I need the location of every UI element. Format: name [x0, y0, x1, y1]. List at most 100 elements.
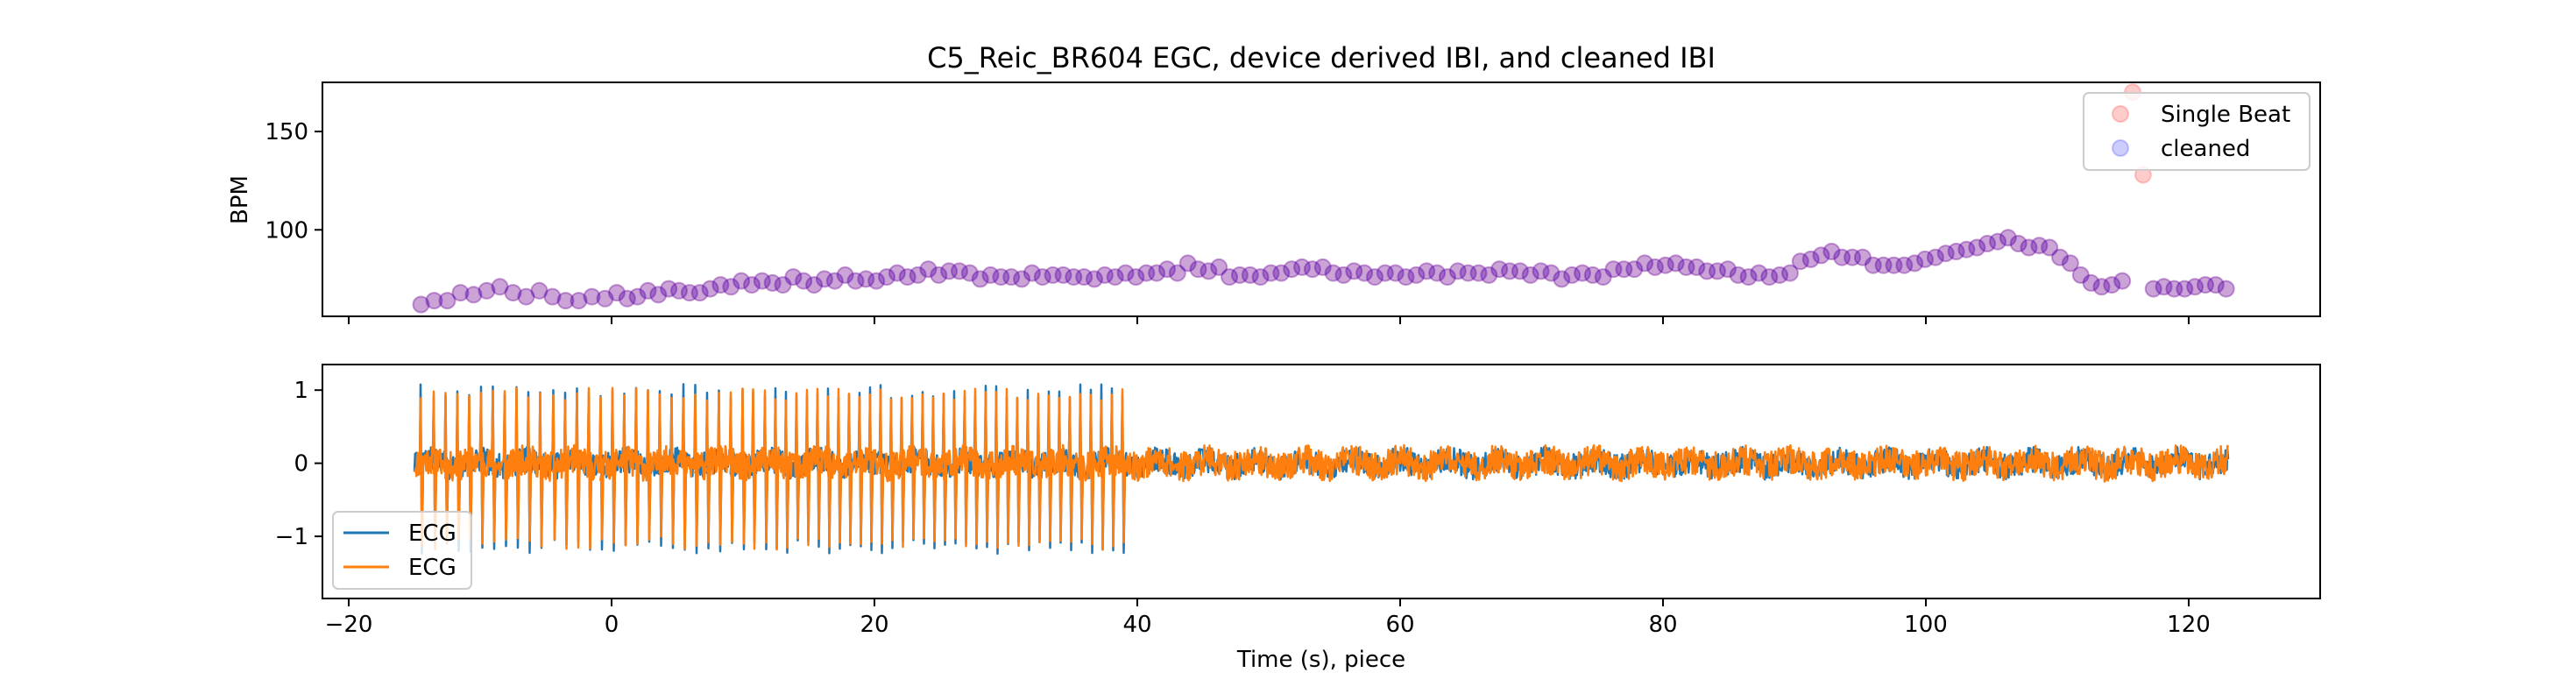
single-beat-point	[1947, 243, 1965, 260]
single-beat-point	[1604, 260, 1623, 279]
cleaned-point	[919, 260, 938, 279]
cleaned-point	[1086, 270, 1103, 288]
single-beat-point	[1667, 254, 1685, 273]
cleaned-point	[2082, 273, 2100, 292]
cleaned-point	[1822, 243, 1841, 260]
single-beat-point	[1750, 264, 1768, 282]
single-beat-point	[680, 284, 698, 302]
cleaned-point	[1636, 254, 1654, 273]
single-beat-point	[1459, 264, 1477, 282]
legend-label-ecg-orange: ECG	[408, 555, 456, 581]
single-beat-point	[660, 280, 678, 298]
cleaned-point	[1801, 250, 1820, 268]
cleaned-point	[1251, 268, 1270, 287]
cleaned-point	[1324, 264, 1342, 282]
cleaned-point	[2217, 280, 2235, 298]
single-beat-point	[846, 272, 865, 290]
single-beat-point	[1833, 248, 1851, 266]
ecg-axes-frame	[322, 364, 2321, 599]
single-beat-point	[1844, 248, 1862, 266]
cleaned-point	[960, 264, 979, 282]
single-beat-point	[517, 287, 535, 306]
single-beat-point	[1989, 232, 2006, 251]
bpm-y-axis-label: BPM	[227, 175, 253, 224]
cleaned-point	[1677, 258, 1695, 276]
cleaned-point	[784, 268, 803, 287]
single-beat-point	[2030, 237, 2049, 255]
single-beat-point	[1583, 266, 1602, 284]
single-beat-point	[1044, 266, 1062, 284]
single-beat-point	[1688, 258, 1706, 276]
cleaned-point	[2197, 276, 2214, 294]
cleaned-point	[1885, 256, 1903, 274]
cleaned-point	[1221, 268, 1239, 287]
single-beat-point	[618, 289, 636, 308]
single-beat-point	[1428, 264, 1447, 282]
ecg-x-tick-label: 100	[1904, 612, 1948, 638]
cleaned-point	[1864, 256, 1882, 274]
single-beat-point	[1469, 264, 1488, 282]
bpm-points	[412, 83, 2235, 314]
single-beat-point	[951, 262, 968, 280]
cleaned-point	[2103, 276, 2121, 294]
single-beat-point	[825, 272, 844, 290]
single-beat-point	[607, 284, 626, 302]
single-beat-point	[1791, 252, 1809, 271]
cleaned-point	[464, 286, 483, 304]
cleaned-point	[2020, 238, 2038, 257]
ecg-y-tick-label: 1	[294, 378, 308, 404]
single-beat-point	[1178, 254, 1197, 273]
cleaned-point	[1511, 262, 1529, 280]
single-beat-point	[1594, 268, 1612, 287]
cleaned-point	[680, 284, 698, 302]
single-beat-point	[556, 292, 575, 310]
cleaned-point	[1334, 266, 1353, 284]
cleaned-point	[2113, 272, 2132, 290]
single-beat-point	[1636, 254, 1654, 273]
single-beat-point	[1407, 266, 1426, 284]
single-beat-point	[1376, 264, 1394, 282]
cleaned-point	[504, 284, 522, 302]
cleaned-point	[412, 295, 430, 314]
single-beat-point	[1272, 264, 1291, 282]
cleaned-point	[570, 292, 588, 310]
single-beat-point	[1895, 256, 1914, 274]
single-beat-point	[438, 292, 456, 310]
cleaned-point	[1615, 260, 1633, 279]
single-beat-point	[1386, 264, 1405, 282]
cleaned-point	[530, 281, 548, 300]
cleaned-point	[763, 273, 782, 292]
single-beat-point	[2206, 276, 2225, 294]
single-beat-point	[1065, 268, 1083, 287]
single-beat-point	[670, 281, 688, 300]
cleaned-point	[1895, 256, 1914, 274]
single-beat-point	[1739, 268, 1758, 287]
single-beat-point	[732, 272, 751, 290]
single-beat-point	[1760, 268, 1779, 287]
bpm-x-ticks	[348, 316, 2190, 324]
legend-label-cleaned: cleaned	[2161, 136, 2250, 162]
single-beat-point	[1968, 238, 1986, 257]
single-beat-point	[1355, 264, 1374, 282]
cleaned-point	[438, 292, 456, 310]
single-beat-point	[1448, 262, 1467, 280]
single-beat-point	[1625, 260, 1644, 279]
cleaned-point	[1844, 248, 1862, 266]
single-beat-point	[543, 287, 562, 306]
single-beat-point	[815, 270, 833, 288]
bpm-y-tick-label: 100	[265, 217, 308, 244]
single-beat-point	[504, 284, 522, 302]
single-beat-point	[1366, 268, 1384, 287]
single-beat-point	[1812, 246, 1830, 265]
single-beat-point	[960, 264, 979, 282]
cleaned-point	[1750, 264, 1768, 282]
single-beat-point	[2082, 273, 2100, 292]
single-beat-point	[1563, 266, 1582, 284]
cleaned-point	[1230, 266, 1249, 284]
cleaned-point	[1200, 262, 1218, 280]
cleaned-point	[1376, 264, 1394, 282]
single-beat-point	[1086, 270, 1103, 288]
cleaned-point	[639, 281, 657, 300]
cleaned-point	[2186, 278, 2204, 296]
cleaned-point	[1926, 248, 1944, 266]
